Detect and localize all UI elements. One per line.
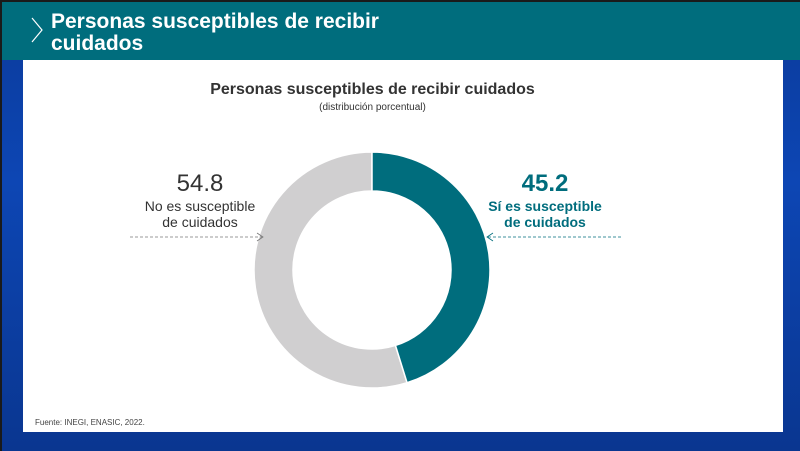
label-si: Sí es susceptible de cuidados xyxy=(488,198,602,230)
value-si: 45.2 xyxy=(521,170,569,197)
label-si-susceptible: 45.2 Sí es susceptible de cuidados xyxy=(470,170,620,230)
chevron-right-icon xyxy=(31,17,43,43)
right-arrow-head xyxy=(486,232,494,242)
page-title: Personas susceptibles de recibir cuidado… xyxy=(51,10,379,55)
chart-subtitle: (distribución porcentual) xyxy=(319,102,426,113)
label-no: No es susceptible de cuidados xyxy=(144,198,256,230)
donut-slice-1 xyxy=(253,151,408,389)
header-bar: Personas susceptibles de recibir cuidado… xyxy=(2,2,800,60)
left-arrow-head xyxy=(256,232,264,242)
value-no: 54.8 xyxy=(176,170,224,197)
source-note: Fuente: INEGI, ENASIC, 2022. xyxy=(35,418,145,427)
label-no-susceptible: 54.8 No es susceptible de cuidados xyxy=(120,170,280,230)
donut-slice-0 xyxy=(371,151,491,384)
chart-title: Personas susceptibles de recibir cuidado… xyxy=(210,81,535,98)
